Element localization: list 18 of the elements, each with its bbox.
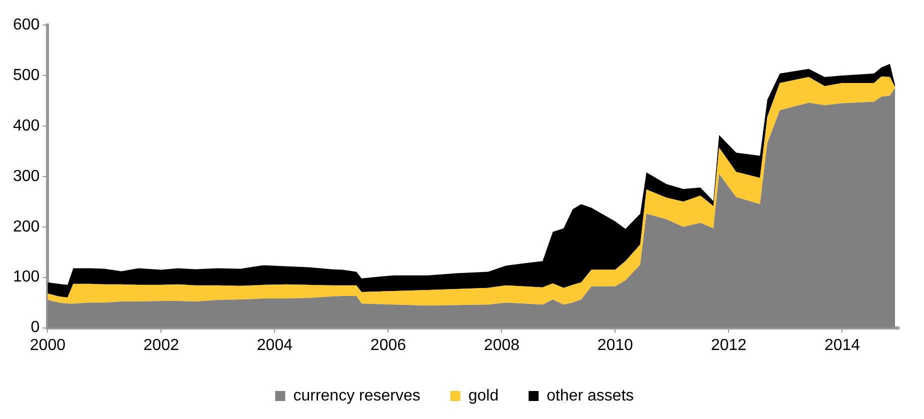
legend-label: other assets: [546, 387, 634, 404]
legend-label: currency reserves: [293, 387, 420, 404]
x-tick-label: 2006: [370, 336, 406, 354]
y-tick-label: 600: [12, 16, 40, 34]
x-tick-label: 2008: [484, 336, 520, 354]
x-tick-label: 2010: [597, 336, 634, 354]
legend-label: gold: [468, 387, 499, 404]
y-tick-label: 0: [30, 319, 40, 336]
y-tick-label: 400: [12, 117, 40, 134]
x-tick-label: 2014: [824, 336, 860, 354]
x-tick-label: 2000: [30, 336, 66, 354]
x-tick-label: 2012: [710, 336, 747, 354]
x-tick-label: 2004: [256, 336, 293, 354]
y-tick-label: 300: [12, 168, 40, 185]
y-tick-label: 200: [12, 218, 40, 236]
y-tick-label: 500: [12, 66, 40, 84]
y-tick-label: 100: [12, 268, 40, 286]
x-tick-label: 2002: [143, 336, 180, 354]
